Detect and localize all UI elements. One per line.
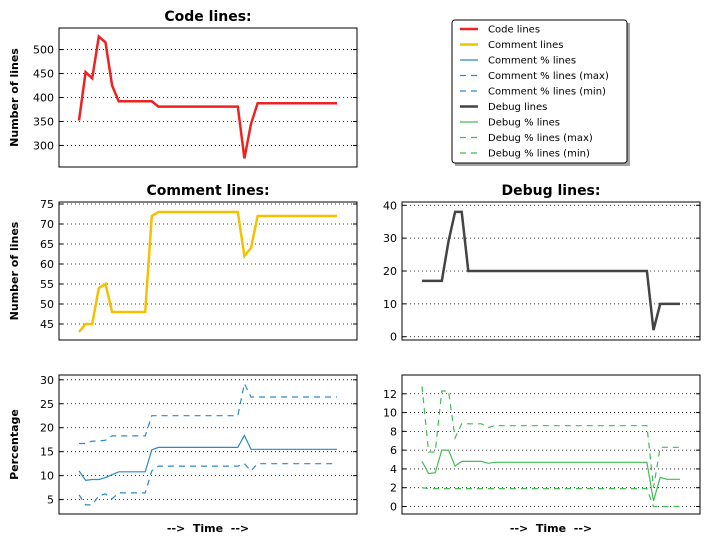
- y-tick-label: 500: [33, 44, 54, 57]
- y-tick-label: 20: [40, 422, 54, 435]
- y-tick-label: 30: [383, 232, 397, 245]
- chart-comment: 45 50 55 60 65 70 75 Comment lines: Number of li…: [8, 183, 358, 341]
- legend-entry: Code lines: [460, 25, 540, 36]
- y-axis: 0 2 4 6 8 10 12: [383, 388, 700, 513]
- legend-box: [451, 19, 628, 164]
- y-tick-label: 8: [390, 425, 397, 438]
- legend-entry: Comment % lines: [460, 56, 576, 67]
- y-axis-label: Number of lines: [8, 221, 21, 320]
- y-tick-label: 75: [40, 198, 54, 211]
- legend-entry: Comment % lines (min): [460, 87, 606, 98]
- y-tick-label: 350: [33, 115, 54, 128]
- y-tick-label: 0: [390, 331, 397, 344]
- y-tick-label: 6: [390, 444, 397, 457]
- legend-entry: Comment lines: [460, 40, 563, 51]
- y-tick-label: 50: [40, 298, 54, 311]
- series-line-debug-lines: [422, 210, 680, 331]
- legend-label: Debug lines: [488, 102, 547, 113]
- x-axis-label: --> Time -->: [167, 522, 249, 535]
- y-tick-label: 65: [40, 238, 54, 251]
- y-tick-label: 15: [40, 446, 54, 459]
- y-tick-label: 20: [383, 265, 397, 278]
- y-tick-label: 10: [40, 470, 54, 483]
- plot-frame: [58, 374, 358, 515]
- series-line-comment-lines-min: [78, 462, 337, 506]
- y-tick-label: 70: [40, 218, 54, 231]
- y-tick-label: 60: [40, 258, 54, 271]
- y-tick-label: 10: [383, 407, 397, 420]
- plot-area: [59, 375, 357, 514]
- series-line-comment-lines: [78, 210, 337, 333]
- y-tick-label: 2: [390, 482, 397, 495]
- chart-code: 300 350 400 450 500 Code lines: Number of line…: [8, 9, 358, 168]
- legend-entry: Comment % lines (max): [460, 71, 609, 82]
- y-axis: 45 50 55 60 65 70 75: [40, 198, 357, 331]
- y-axis: 300 350 400 450 500: [33, 44, 357, 152]
- y-tick-label: 300: [33, 139, 54, 152]
- legend-label: Code lines: [488, 25, 540, 36]
- legend-entry: Debug lines: [460, 102, 547, 113]
- legend-label: Comment % lines: [488, 56, 576, 67]
- chart-commentpct: 5 10 15 20 25 30 Percentage --> Time -->: [8, 374, 358, 535]
- y-tick-label: 45: [40, 318, 54, 331]
- plot-frame: [58, 201, 358, 341]
- series-line-comment-lines-max: [79, 381, 337, 445]
- series-line-code-lines: [77, 34, 337, 159]
- plot-frame: [401, 374, 701, 515]
- chart-title: Comment lines:: [146, 183, 269, 199]
- legend-entry: Debug % lines (max): [460, 133, 593, 144]
- y-axis: 5 10 15 20 25 30: [40, 374, 357, 507]
- legend-label: Comment % lines (min): [488, 87, 606, 98]
- y-tick-label: 10: [383, 298, 397, 311]
- y-tick-label: 450: [33, 68, 54, 81]
- y-tick-label: 40: [383, 199, 397, 212]
- y-axis-label: Number of lines: [8, 48, 21, 147]
- chart-debug: 0 10 20 30 40 Debug lines:: [383, 183, 701, 344]
- x-axis-label: --> Time -->: [510, 522, 592, 535]
- y-axis: 0 10 20 30 40: [383, 199, 700, 344]
- legend-entry: Debug % lines (min): [460, 149, 590, 160]
- legend-label: Comment lines: [488, 40, 563, 51]
- y-tick-label: 400: [33, 92, 54, 105]
- plot-frame: [58, 27, 358, 168]
- legend: Code lines Comment lines Comment % lines Co…: [451, 19, 630, 166]
- series-line-comment-lines: [78, 434, 337, 482]
- y-axis-label: Percentage: [8, 409, 21, 480]
- y-tick-label: 5: [47, 494, 54, 507]
- legend-label: Debug % lines (min): [488, 149, 590, 160]
- y-tick-label: 12: [383, 388, 397, 401]
- y-tick-label: 30: [40, 374, 54, 387]
- chart-title: Debug lines:: [502, 183, 601, 199]
- plot-area: [402, 375, 700, 514]
- y-tick-label: 55: [40, 278, 54, 291]
- legend-label: Comment % lines (max): [488, 71, 609, 82]
- plot-frame: [401, 201, 701, 341]
- series-line-debug-lines: [421, 449, 680, 502]
- y-tick-label: 0: [390, 500, 397, 513]
- legend-entry: Debug % lines: [460, 118, 560, 129]
- y-tick-label: 25: [40, 398, 54, 411]
- plot-area: [59, 202, 357, 340]
- legend-label: Debug % lines: [488, 118, 560, 129]
- y-tick-label: 4: [390, 463, 397, 476]
- legend-label: Debug % lines (max): [488, 133, 593, 144]
- chart-debugpct: 0 2 4 6 8 10 12 --> Time -->: [383, 374, 701, 535]
- chart-title: Code lines:: [164, 9, 251, 25]
